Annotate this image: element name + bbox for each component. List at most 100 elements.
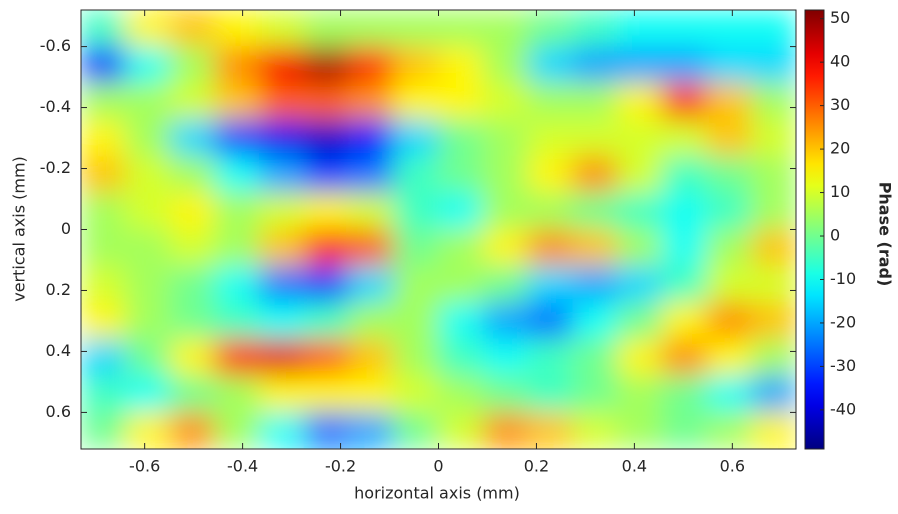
heatmap-cell xyxy=(259,155,305,194)
heatmap-cell xyxy=(393,10,439,48)
heatmap-cell xyxy=(438,338,484,377)
heatmap-cell xyxy=(572,265,618,304)
heatmap-cell xyxy=(572,229,618,267)
heatmap-cell xyxy=(124,119,171,157)
heatmap-cell xyxy=(527,411,574,449)
heatmap-cell xyxy=(572,119,618,157)
heatmap-cell xyxy=(482,155,529,194)
heatmap-cell xyxy=(706,192,753,230)
heatmap-cell xyxy=(527,155,574,194)
heatmap-cell xyxy=(661,192,708,230)
heatmap-cell xyxy=(214,229,261,267)
heatmap-cell xyxy=(169,10,216,48)
heatmap-cell xyxy=(393,82,439,121)
heatmap-cell xyxy=(572,192,618,230)
heatmap-cell xyxy=(527,82,574,121)
heatmap-cell xyxy=(393,155,439,194)
heatmap-cell xyxy=(303,82,350,121)
heatmap-cell xyxy=(214,338,261,377)
heatmap-cell xyxy=(751,411,796,449)
heatmap-cell xyxy=(616,46,663,84)
heatmap-cell xyxy=(438,119,484,157)
heatmap-cell xyxy=(616,10,663,48)
heatmap-cell xyxy=(751,119,796,157)
heatmap-cell xyxy=(214,82,261,121)
heatmap-cell xyxy=(259,119,305,157)
heatmap-cell xyxy=(661,265,708,304)
heatmap-cell xyxy=(348,119,395,157)
heatmap-cell xyxy=(661,338,708,377)
heatmap-cell xyxy=(81,155,126,194)
heatmap-cell xyxy=(661,155,708,194)
heatmap-cell xyxy=(706,302,753,340)
heatmap-cell xyxy=(81,338,126,377)
heatmap-cell xyxy=(81,375,126,413)
heatmap-cell xyxy=(124,229,171,267)
heatmap-cell xyxy=(572,338,618,377)
x-tick-label: 0 xyxy=(433,457,443,476)
heatmap-cell xyxy=(527,46,574,84)
heatmap-cell xyxy=(616,119,663,157)
heatmap-cell xyxy=(438,10,484,48)
heatmap-cell xyxy=(393,46,439,84)
x-tick-label: 0.2 xyxy=(524,457,549,476)
heatmap-cell xyxy=(438,155,484,194)
colorbar-tick-label: 50 xyxy=(830,8,850,27)
heatmap-cell xyxy=(169,192,216,230)
heatmap-cell xyxy=(706,155,753,194)
heatmap-cell xyxy=(124,375,171,413)
heatmap-cell xyxy=(393,119,439,157)
heatmap-cell xyxy=(706,119,753,157)
x-tick-label: 0.4 xyxy=(622,457,647,476)
heatmap-cell xyxy=(438,411,484,449)
heatmap-cell xyxy=(124,302,171,340)
heatmap-cell xyxy=(527,302,574,340)
colorbar xyxy=(804,9,825,450)
heatmap-cell xyxy=(661,46,708,84)
heatmap-cell xyxy=(393,192,439,230)
heatmap-cell xyxy=(348,375,395,413)
heatmap-cell xyxy=(572,411,618,449)
heatmap-cell xyxy=(482,265,529,304)
heatmap-cell xyxy=(482,10,529,48)
heatmap-cell xyxy=(259,192,305,230)
heatmap-cell xyxy=(751,82,796,121)
heatmap-cell xyxy=(214,10,261,48)
y-axis-label: vertical axis (mm) xyxy=(10,156,29,302)
colorbar-tick-label: -20 xyxy=(830,312,856,331)
y-tick-label: -0.4 xyxy=(40,97,71,116)
heatmap-cell xyxy=(393,338,439,377)
heatmap-cell xyxy=(706,10,753,48)
y-tick-label: 0.2 xyxy=(46,280,71,299)
heatmap-cell xyxy=(751,192,796,230)
heatmap-cell xyxy=(706,46,753,84)
heatmap-cell xyxy=(751,338,796,377)
heatmap-cell xyxy=(393,265,439,304)
colorbar-tick-label: 0 xyxy=(830,226,840,245)
heatmap-cell xyxy=(214,119,261,157)
heatmap-cell xyxy=(438,265,484,304)
heatmap-cell xyxy=(169,82,216,121)
heatmap-cell xyxy=(259,338,305,377)
heatmap-cell xyxy=(482,229,529,267)
heatmap-cell xyxy=(482,119,529,157)
y-tick-label: 0 xyxy=(61,219,71,238)
x-tick-label: 0.6 xyxy=(720,457,745,476)
heatmap-cell xyxy=(616,155,663,194)
heatmap-cell xyxy=(348,192,395,230)
y-tick-label: 0.6 xyxy=(46,402,71,421)
heatmap-cell xyxy=(393,302,439,340)
plot-area xyxy=(81,10,796,449)
heatmap-cell xyxy=(393,411,439,449)
heatmap-cell xyxy=(751,10,796,48)
heatmap-cell xyxy=(706,82,753,121)
heatmap-cell xyxy=(527,229,574,267)
heatmap-cell xyxy=(751,302,796,340)
heatmap-cell xyxy=(438,192,484,230)
heatmap-cell xyxy=(751,265,796,304)
heatmap-cell xyxy=(81,302,126,340)
heatmap-cell xyxy=(124,265,171,304)
heatmap-cell xyxy=(259,10,305,48)
heatmap-cell xyxy=(81,229,126,267)
colorbar-tick-label: 40 xyxy=(830,52,850,71)
